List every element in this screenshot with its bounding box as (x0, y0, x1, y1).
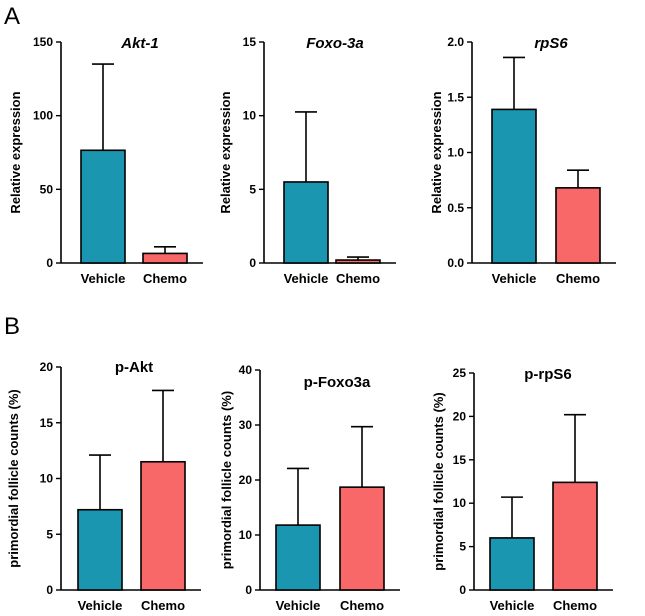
y-tick-label: 1.0 (447, 146, 464, 160)
chart-3: rpS6 Relative expression 0.0 0.5 1.0 1.5 2.0 Ve… (429, 35, 616, 286)
y-tick-label: 0.0 (447, 256, 464, 270)
y-tick-label: 5 (46, 527, 53, 541)
x-category-label: Chemo (336, 271, 380, 286)
bar-vehicle (489, 537, 535, 591)
bar-chemo (142, 252, 188, 264)
y-tick-label: 150 (33, 35, 53, 49)
chart-title: rpS6 (534, 35, 568, 52)
y-tick-label: 15 (243, 35, 257, 49)
y-tick-label: 0 (46, 256, 53, 270)
bar-vehicle (77, 508, 123, 591)
y-axis-label: Relative expression (218, 91, 233, 213)
y-tick-label: 20 (453, 409, 467, 423)
chart-title: Akt-1 (120, 35, 159, 52)
y-tick-label: 10 (453, 496, 467, 510)
x-category-label: Vehicle (492, 271, 537, 286)
y-tick-label: 30 (239, 418, 253, 432)
y-axis-label: Relative expression (429, 91, 444, 213)
bar-chemo (555, 187, 601, 264)
bar-chemo (552, 481, 598, 591)
bar-vehicle (283, 181, 329, 264)
x-category-label: Chemo (556, 271, 600, 286)
x-category-label: Chemo (143, 271, 187, 286)
x-category-label: Vehicle (490, 598, 535, 613)
y-tick-label: 40 (239, 363, 253, 377)
y-tick-label: 0 (245, 583, 252, 597)
y-axis-label: primordial follicle counts (%) (431, 392, 446, 570)
bar-vehicle (491, 108, 537, 264)
x-category-label: Vehicle (284, 271, 329, 286)
chart-4: p-Akt primordial follicle counts (%) 0 5 10 1… (6, 359, 201, 613)
chart-title: p-rpS6 (524, 366, 572, 383)
y-tick-label: 15 (453, 453, 467, 467)
panel-letter-b: B (4, 313, 20, 340)
chart-title: p-Foxo3a (304, 374, 371, 391)
y-tick-label: 5 (459, 540, 466, 554)
x-category-label: Vehicle (81, 271, 126, 286)
bar-chemo (339, 486, 385, 591)
y-tick-label: 50 (40, 182, 54, 196)
chart-6: p-rpS6 primordial follicle counts (%) 0 5 10… (431, 366, 613, 613)
chart-5: p-Foxo3a primordial follicle counts (%) 0 1… (219, 363, 400, 613)
y-tick-label: 1.5 (447, 90, 464, 104)
y-tick-label: 15 (40, 416, 54, 430)
x-category-label: Vehicle (78, 598, 123, 613)
y-tick-label: 10 (40, 472, 54, 486)
y-tick-label: 10 (239, 528, 253, 542)
y-tick-label: 0 (459, 583, 466, 597)
panel-letter-a: A (4, 3, 20, 30)
x-category-label: Chemo (553, 598, 597, 613)
y-tick-label: 5 (249, 182, 256, 196)
chart-title: Foxo-3a (306, 35, 364, 52)
bar-vehicle (275, 524, 321, 591)
chart-title: p-Akt (115, 359, 153, 376)
bar-chemo (140, 460, 186, 591)
bar-vehicle (80, 149, 126, 264)
x-category-label: Chemo (141, 598, 185, 613)
y-tick-label: 10 (243, 109, 257, 123)
x-category-label: Vehicle (276, 598, 321, 613)
y-tick-label: 0 (249, 256, 256, 270)
y-tick-label: 100 (33, 109, 53, 123)
y-tick-label: 20 (239, 473, 253, 487)
y-axis-label: primordial follicle counts (%) (6, 389, 21, 567)
y-tick-label: 20 (40, 360, 54, 374)
y-tick-label: 0 (46, 583, 53, 597)
chart-2: Foxo-3a Relative expression 0 5 10 15 Vehicle C… (218, 35, 396, 286)
y-axis-label: primordial follicle counts (%) (219, 391, 234, 569)
bar-chemo (335, 259, 381, 264)
chart-1: Akt-1 Relative expression 0 50 100 150 Vehicle… (8, 35, 203, 286)
y-tick-label: 2.0 (447, 35, 464, 49)
x-category-label: Chemo (340, 598, 384, 613)
y-tick-label: 0.5 (447, 201, 464, 215)
y-tick-label: 25 (453, 366, 467, 380)
y-axis-label: Relative expression (8, 91, 23, 213)
